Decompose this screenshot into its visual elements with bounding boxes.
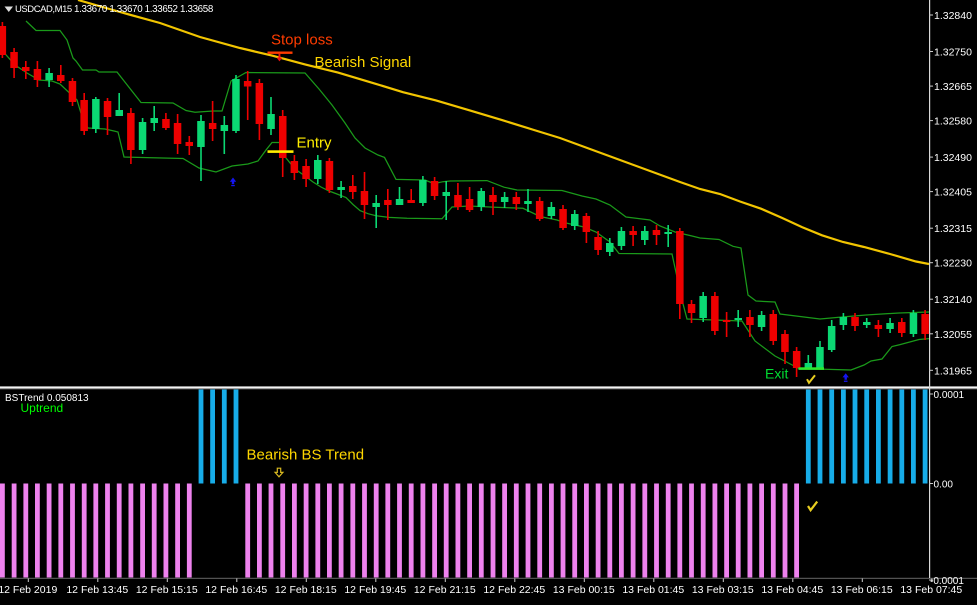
svg-text:12 Feb 16:45: 12 Feb 16:45 [205,584,267,596]
svg-text:13 Feb 07:45: 13 Feb 07:45 [900,584,962,596]
svg-text:12 Feb 21:15: 12 Feb 21:15 [414,584,476,596]
svg-text:1.32665: 1.32665 [934,81,972,93]
svg-text:13 Feb 00:15: 13 Feb 00:15 [553,584,615,596]
svg-text:13 Feb 04:45: 13 Feb 04:45 [761,584,823,596]
svg-text:USDCAD,M15: USDCAD,M15 [15,4,72,15]
svg-text:1.32750: 1.32750 [934,47,972,59]
svg-text:12 Feb 18:15: 12 Feb 18:15 [275,584,337,596]
svg-text:Bearish Signal: Bearish Signal [315,54,412,71]
svg-text:13 Feb 01:45: 13 Feb 01:45 [622,584,684,596]
svg-text:1.32490: 1.32490 [934,152,972,164]
svg-text:1.32315: 1.32315 [934,223,972,235]
svg-text:12 Feb 15:15: 12 Feb 15:15 [136,584,198,596]
svg-text:1.32405: 1.32405 [934,187,972,199]
svg-text:1.32230: 1.32230 [934,258,972,270]
svg-text:1.31965: 1.31965 [934,365,972,377]
svg-text:13 Feb 03:15: 13 Feb 03:15 [692,584,754,596]
svg-text:BSTrend 0.050813: BSTrend 0.050813 [5,393,89,404]
svg-text:0.0001: 0.0001 [934,390,965,401]
svg-text:1.32055: 1.32055 [934,329,972,341]
svg-text:1.32840: 1.32840 [934,10,972,22]
svg-text:Uptrend: Uptrend [21,401,64,415]
svg-text:Stop loss: Stop loss [271,32,333,49]
svg-text:Entry: Entry [297,135,333,152]
svg-text:1.32140: 1.32140 [934,294,972,306]
svg-text:1.33670 1.33670 1.33652 1.3365: 1.33670 1.33670 1.33652 1.33658 [74,4,214,15]
svg-text:0.00: 0.00 [934,480,954,491]
svg-text:-0.0001: -0.0001 [930,576,964,587]
svg-text:12 Feb 13:45: 12 Feb 13:45 [66,584,128,596]
svg-text:Exit: Exit [765,366,788,382]
svg-text:1.32580: 1.32580 [934,116,972,128]
svg-text:13 Feb 06:15: 13 Feb 06:15 [831,584,893,596]
svg-text:12 Feb 2019: 12 Feb 2019 [0,584,57,596]
svg-text:Bearish BS Trend: Bearish BS Trend [247,447,365,464]
svg-text:12 Feb 22:45: 12 Feb 22:45 [483,584,545,596]
svg-text:12 Feb 19:45: 12 Feb 19:45 [344,584,406,596]
